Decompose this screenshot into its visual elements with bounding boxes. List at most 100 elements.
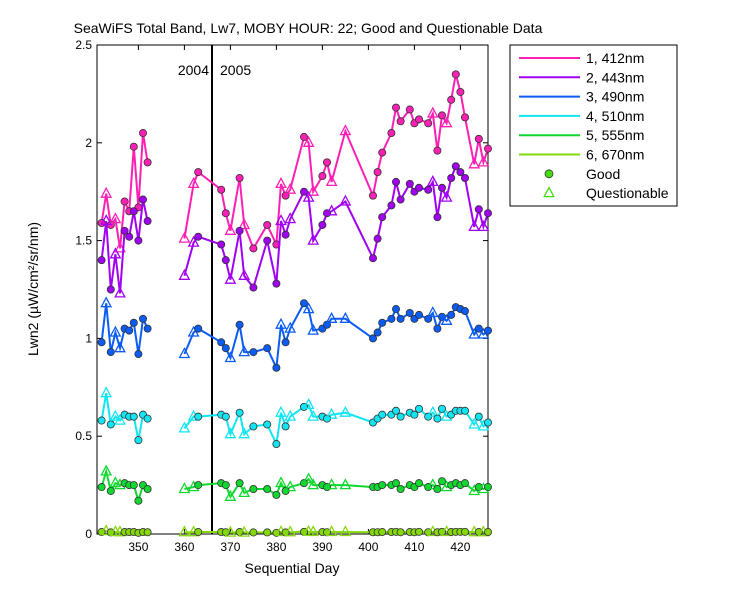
legend-label: 5, 555nm xyxy=(586,127,644,143)
good-point xyxy=(405,308,414,317)
good-point xyxy=(368,254,377,263)
y-axis-label: Lwn2 (µW/cm²/sr/nm) xyxy=(25,222,41,356)
good-point xyxy=(272,279,281,288)
questionable-point xyxy=(468,157,481,169)
good-point xyxy=(456,168,465,177)
good-point xyxy=(437,111,446,120)
good-point xyxy=(129,481,138,490)
good-point xyxy=(120,226,129,235)
good-point xyxy=(143,324,152,333)
questionable-point xyxy=(302,472,315,484)
questionable-point xyxy=(275,476,287,488)
questionable-point xyxy=(178,268,191,280)
good-point xyxy=(221,344,230,353)
good-point xyxy=(373,328,382,337)
good-point xyxy=(378,213,387,222)
good-point xyxy=(106,285,115,294)
questionable-point xyxy=(284,409,297,421)
good-point xyxy=(396,195,405,204)
year-label-2005: 2005 xyxy=(220,62,251,78)
questionable-point xyxy=(238,525,251,537)
good-point xyxy=(97,416,106,425)
good-point xyxy=(138,129,147,138)
good-point xyxy=(106,420,115,429)
good-point xyxy=(433,485,442,494)
questionable-point xyxy=(302,135,315,147)
questionable-point xyxy=(100,214,113,226)
good-point xyxy=(235,408,244,417)
questionable-point xyxy=(224,525,237,537)
good-point xyxy=(143,217,152,226)
questionable-point xyxy=(114,286,126,298)
good-point xyxy=(433,324,442,333)
questionable-point xyxy=(325,478,338,490)
questionable-point xyxy=(238,268,251,280)
good-point xyxy=(391,305,400,314)
good-point xyxy=(249,422,258,431)
good-point xyxy=(474,134,483,143)
good-point xyxy=(414,527,423,536)
questionable-point xyxy=(307,184,320,196)
y-tick-label: 0.5 xyxy=(75,429,92,443)
questionable-point xyxy=(339,124,352,136)
questionable-point xyxy=(440,313,453,325)
good-point xyxy=(106,348,115,357)
x-tick-label: 360 xyxy=(174,540,194,554)
good-point xyxy=(129,412,138,421)
x-tick-label: 380 xyxy=(266,540,286,554)
legend-label: 3, 490nm xyxy=(586,89,644,105)
good-point xyxy=(391,103,400,112)
questionable-point xyxy=(109,325,122,337)
good-point xyxy=(378,318,387,327)
good-point xyxy=(387,201,396,210)
good-point xyxy=(483,144,492,153)
questionable-point xyxy=(426,175,439,187)
good-point xyxy=(373,234,382,243)
questionable-point xyxy=(284,525,297,537)
good-point xyxy=(368,191,377,200)
good-point xyxy=(134,236,143,245)
good-point xyxy=(433,213,442,222)
series-layer xyxy=(97,70,492,537)
good-point xyxy=(414,183,423,192)
questionable-point xyxy=(187,177,200,189)
good-point xyxy=(143,414,152,423)
legend-questionable-marker xyxy=(543,186,555,198)
questionable-point xyxy=(325,311,338,323)
good-point xyxy=(396,314,405,323)
good-point xyxy=(129,207,138,216)
plot-frame xyxy=(96,44,489,535)
good-point xyxy=(405,179,414,188)
good-point xyxy=(456,87,465,96)
questionable-point xyxy=(224,272,237,284)
good-point xyxy=(249,348,258,357)
good-point xyxy=(143,528,152,537)
good-point xyxy=(414,404,423,413)
y-tick-label: 0 xyxy=(85,527,92,541)
good-point xyxy=(373,168,382,177)
questionable-point xyxy=(109,247,122,259)
questionable-point xyxy=(238,218,251,230)
good-point xyxy=(263,420,272,429)
y-tick-label: 1.5 xyxy=(75,234,92,248)
good-point xyxy=(194,528,203,537)
good-point xyxy=(437,183,446,192)
good-point xyxy=(134,436,143,445)
good-point xyxy=(299,187,308,196)
questionable-point xyxy=(100,464,113,476)
questionable-point xyxy=(224,351,237,363)
questionable-point xyxy=(477,220,490,232)
good-point xyxy=(235,226,244,235)
good-point xyxy=(396,412,405,421)
good-point xyxy=(322,158,331,167)
good-point xyxy=(378,528,387,537)
questionable-point xyxy=(100,296,113,308)
good-point xyxy=(97,256,106,265)
y-tick-label: 2.5 xyxy=(75,38,92,52)
questionable-point xyxy=(307,233,320,245)
good-point xyxy=(194,168,203,177)
good-point xyxy=(378,410,387,419)
x-tick-label: 350 xyxy=(128,540,148,554)
good-point xyxy=(433,146,442,155)
good-point xyxy=(414,115,423,124)
